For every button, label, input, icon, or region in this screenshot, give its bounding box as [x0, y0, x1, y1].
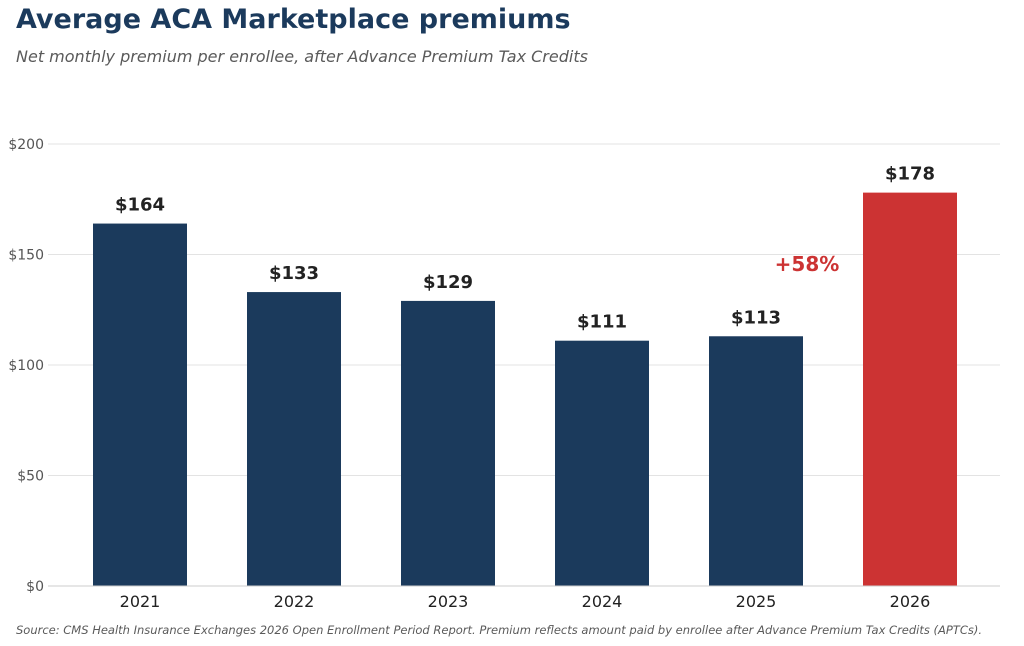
- data-label-2022: $133: [269, 263, 319, 284]
- y-tick-label: $150: [8, 248, 44, 264]
- x-tick-label: 2021: [120, 592, 161, 611]
- bar-2024: [555, 340, 649, 586]
- y-axis-ticks: $0 $50 $100 $150 $200: [8, 137, 44, 595]
- x-tick-label: 2025: [736, 592, 777, 611]
- data-label-2023: $129: [423, 272, 473, 293]
- y-tick-label: $100: [8, 358, 44, 374]
- bar-2025: [709, 336, 803, 586]
- gridlines: [48, 143, 1000, 476]
- change-annotation: +58%: [775, 252, 840, 276]
- data-label-2026: $178: [885, 164, 935, 185]
- x-axis-ticks: 2021 2022 2023 2024 2025 2026: [120, 592, 931, 611]
- x-tick-label: 2023: [428, 592, 469, 611]
- y-tick-label: $50: [17, 469, 44, 485]
- data-label-2021: $164: [115, 195, 165, 216]
- data-label-2024: $111: [577, 312, 627, 333]
- x-tick-label: 2026: [890, 592, 931, 611]
- data-labels: $164 $133 $129 $111 $113 $178: [115, 164, 935, 333]
- bar-2026: [863, 192, 957, 586]
- y-tick-label: $0: [26, 579, 44, 595]
- bar-2021: [93, 223, 187, 586]
- bar-2023: [401, 300, 495, 586]
- bars: [93, 192, 957, 586]
- bar-2022: [247, 292, 341, 586]
- data-label-2025: $113: [731, 307, 781, 328]
- chart-subtitle: Net monthly premium per enrollee, after …: [16, 47, 588, 66]
- x-tick-label: 2022: [274, 592, 315, 611]
- x-tick-label: 2024: [582, 592, 623, 611]
- source-note: Source: CMS Health Insurance Exchanges 2…: [16, 623, 982, 637]
- y-tick-label: $200: [8, 137, 44, 153]
- chart-title: Average ACA Marketplace premiums: [16, 4, 571, 35]
